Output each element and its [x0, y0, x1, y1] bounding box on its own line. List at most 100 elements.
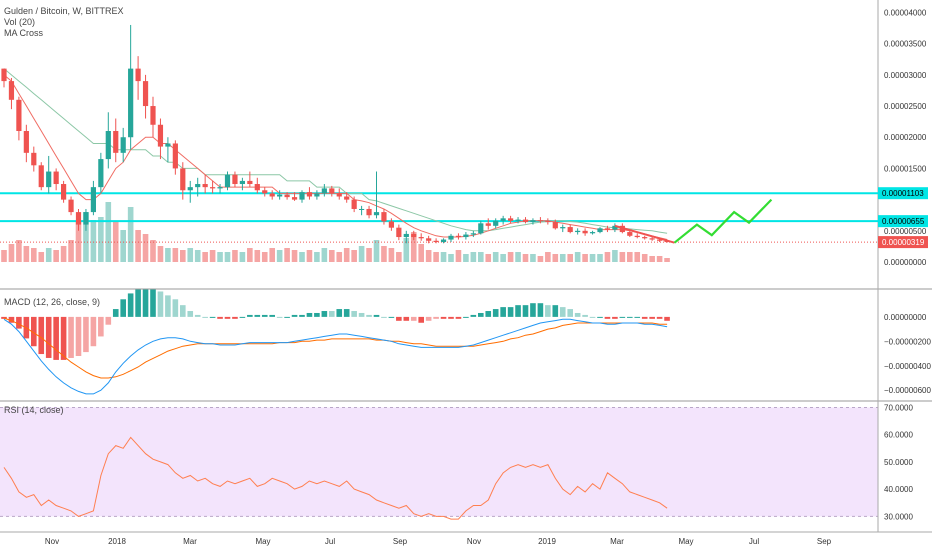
macd-histogram-bar: [373, 314, 380, 317]
macd-histogram-bar: [582, 314, 588, 317]
candle-body: [426, 238, 432, 241]
rsi-band-fill: [0, 407, 878, 517]
candle-body: [105, 131, 111, 160]
macd-histogram-bar: [105, 316, 112, 325]
candle-body: [597, 228, 603, 233]
volume-bar: [276, 250, 283, 262]
volume-bar: [418, 244, 424, 262]
candle-body: [180, 168, 186, 191]
macd-line: [3, 318, 668, 395]
candle-body: [366, 208, 372, 216]
macd-histogram-bar: [217, 316, 223, 319]
macd-axis-tick: −0.00000400: [884, 362, 931, 371]
volume-bar: [321, 248, 328, 262]
candle-body: [493, 220, 499, 226]
macd-histogram-bar: [98, 316, 104, 337]
macd-histogram-bar: [261, 314, 268, 317]
volume-bar: [157, 246, 164, 262]
candle-body: [530, 220, 536, 223]
candle-body: [202, 184, 208, 188]
candle-body: [90, 187, 96, 213]
candle-body: [269, 193, 275, 197]
volume-bar: [90, 220, 97, 262]
volume-bar: [455, 250, 462, 262]
macd-axis-tick: −0.00000200: [884, 337, 931, 346]
volume-bar: [478, 252, 484, 262]
volume-bar: [381, 246, 387, 262]
macd-histogram-bar: [574, 312, 581, 317]
candle-body: [232, 174, 238, 185]
time-axis-tick: Mar: [183, 537, 197, 546]
volume-bar: [612, 250, 618, 262]
candle-body: [478, 223, 484, 234]
volume-bar: [500, 254, 506, 262]
candle-body: [560, 227, 566, 229]
macd-histogram-bar: [180, 305, 186, 317]
candle-body: [545, 220, 551, 223]
volume-bar: [23, 246, 30, 262]
volume-bar: [53, 250, 59, 262]
macd-histogram-bar: [351, 311, 357, 317]
candle-body: [515, 219, 521, 221]
macd-histogram-bar: [433, 316, 439, 319]
macd-histogram-bar: [500, 307, 506, 317]
rsi-axis-tick: 60.0000: [884, 431, 913, 440]
macd-histogram-bar: [366, 314, 372, 317]
macd-histogram-bar: [45, 316, 52, 358]
macd-histogram-bar: [209, 316, 216, 318]
macd-histogram-bar: [463, 316, 469, 318]
volume-bar: [306, 250, 313, 262]
macd-histogram-bar: [60, 316, 67, 360]
macd-histogram-bar: [314, 312, 320, 317]
volume-bar: [515, 252, 521, 262]
macd-histogram-bar: [418, 316, 424, 323]
macd-histogram-bar: [649, 316, 655, 319]
candle-body: [411, 233, 417, 238]
macd-histogram-bar: [515, 305, 521, 317]
volume-bar: [291, 250, 298, 262]
projection-drawing-line[interactable]: [673, 198, 773, 244]
candle-body: [485, 223, 491, 226]
candle-body: [239, 180, 245, 185]
time-axis-tick: Jul: [749, 537, 759, 546]
candle-body: [150, 106, 156, 125]
downtrend-drawing-line[interactable]: [614, 224, 675, 244]
candle-body: [329, 188, 335, 194]
macd-axis-tick: −0.00000600: [884, 386, 931, 395]
macd-histogram-bar: [8, 316, 15, 323]
time-axis-tick: Nov: [45, 537, 59, 546]
candle-body: [433, 240, 439, 243]
macd-indicator-label: MACD (12, 26, close, 9): [4, 297, 101, 307]
candle-body: [172, 143, 178, 169]
macd-histogram-bar: [247, 314, 253, 317]
candle-body: [23, 131, 29, 153]
volume-bar: [209, 250, 216, 262]
volume-bar: [16, 240, 22, 262]
macd-histogram-bar: [470, 314, 477, 317]
time-axis-tick: Sep: [393, 537, 408, 546]
candle-body: [373, 212, 380, 216]
macd-signal-line: [3, 317, 668, 379]
volume-bar: [329, 250, 335, 262]
volume-bar: [522, 254, 529, 262]
rsi-axis-tick: 50.0000: [884, 458, 913, 467]
volume-bar: [604, 252, 611, 262]
macd-histogram-bar: [440, 316, 447, 319]
macd-histogram-bar: [634, 316, 641, 318]
macd-axis-tick: 0.00000000: [884, 313, 927, 322]
candle-body: [113, 131, 119, 153]
candle-body: [321, 188, 327, 194]
price-axis-tick: 0.00002500: [884, 102, 927, 111]
volume-bar: [448, 254, 454, 262]
volume-bar: [284, 248, 290, 262]
current-price-badge: 0.00000319: [882, 238, 925, 247]
candle-body: [403, 233, 409, 238]
volume-bar: [396, 252, 402, 262]
volume-bar: [492, 252, 499, 262]
hline-price-badge: 0.00001103: [882, 189, 924, 198]
macd-histogram-bar: [276, 316, 283, 318]
volume-bar: [589, 254, 596, 262]
macd-histogram-bar: [485, 311, 492, 317]
